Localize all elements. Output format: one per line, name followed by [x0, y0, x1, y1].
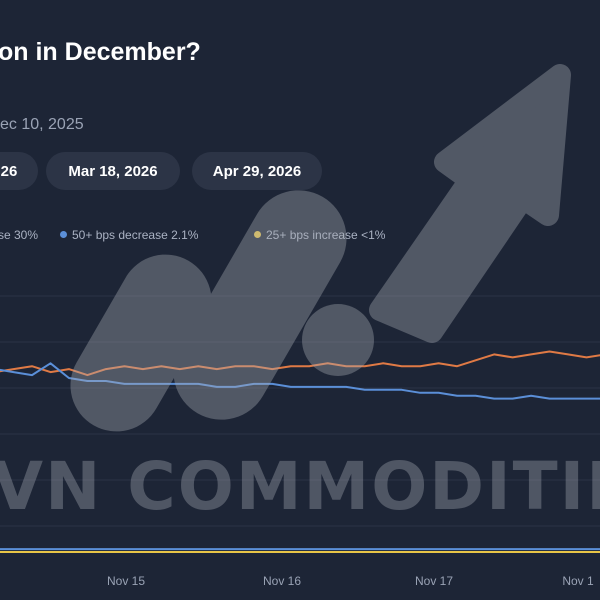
chart-date-subtitle: ec 10, 2025 — [0, 116, 84, 133]
date-chip-1[interactable]: 26 — [0, 152, 38, 190]
x-tick-label: Nov 17 — [415, 574, 453, 588]
legend-dot-icon — [254, 231, 261, 238]
legend-entry-label: 50+ bps decrease 2.1% — [72, 228, 199, 242]
x-tick-label: Nov 1 — [562, 574, 594, 588]
bar-chart-arrow-logo — [70, 64, 571, 432]
chart-gridlines — [0, 295, 600, 527]
chart-title: on in December? — [0, 38, 201, 66]
legend-item-blue[interactable]: 50+ bps decrease 2.1% — [60, 228, 198, 242]
legend-item-orange[interactable]: se 30% — [0, 228, 38, 242]
legend-entry-label: 25+ bps increase <1% — [266, 228, 386, 242]
chart-series-layer — [0, 350, 600, 553]
legend-item-yellow[interactable]: 25+ bps increase <1% — [254, 228, 385, 242]
watermark-text: VN COMMODITIES — [0, 448, 600, 525]
series-line-2 — [0, 362, 600, 400]
legend-dot-icon — [60, 231, 67, 238]
series-line-1 — [0, 350, 600, 377]
legend-entry-label: se 30% — [0, 228, 39, 242]
date-chip-label: 26 — [0, 162, 18, 180]
x-axis: Nov 15 Nov 16 Nov 17 Nov 1 — [107, 574, 594, 588]
date-chip-label: Apr 29, 2026 — [212, 162, 302, 180]
date-chip-label: Mar 18, 2026 — [68, 162, 158, 180]
date-chip-apr-29[interactable]: Apr 29, 2026 — [192, 152, 322, 190]
x-tick-label: Nov 16 — [263, 574, 301, 588]
x-tick-label: Nov 15 — [107, 574, 145, 588]
date-chip-mar-18[interactable]: Mar 18, 2026 — [46, 152, 180, 190]
chart-legend: se 30% 50+ bps decrease 2.1% 25+ bps inc… — [0, 226, 600, 246]
